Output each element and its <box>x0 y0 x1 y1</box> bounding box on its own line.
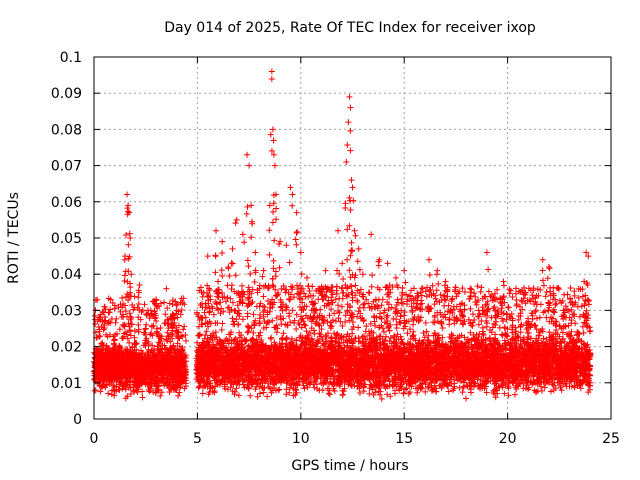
data-point <box>170 342 177 349</box>
data-point <box>144 355 151 362</box>
chart-title: Day 014 of 2025, Rate Of TEC Index for r… <box>164 20 536 36</box>
data-point <box>163 376 170 383</box>
data-point <box>143 312 150 319</box>
data-point <box>168 386 175 393</box>
data-point <box>127 390 134 397</box>
data-point <box>422 388 429 395</box>
data-point <box>134 362 141 369</box>
data-point <box>176 343 183 350</box>
data-point <box>161 382 168 389</box>
data-point <box>160 378 167 385</box>
data-point <box>157 325 164 332</box>
data-point <box>547 388 554 395</box>
data-point <box>264 393 271 400</box>
data-point <box>102 356 109 363</box>
data-point <box>155 386 162 393</box>
data-point <box>123 377 130 384</box>
data-point <box>138 350 145 357</box>
data-point <box>182 337 189 344</box>
data-point <box>149 342 156 349</box>
data-point <box>147 380 154 387</box>
data-point <box>459 389 466 396</box>
data-point <box>113 377 120 384</box>
data-point <box>203 328 210 335</box>
data-point <box>245 385 252 392</box>
data-point <box>161 299 168 306</box>
data-point <box>97 388 104 395</box>
data-point <box>124 393 131 400</box>
data-point <box>112 319 119 326</box>
data-point <box>142 381 149 388</box>
data-point <box>339 391 346 398</box>
data-point <box>122 386 129 393</box>
data-point <box>119 351 126 358</box>
data-point <box>105 319 112 326</box>
data-point <box>131 347 138 354</box>
data-point <box>145 387 152 394</box>
data-point <box>150 364 157 371</box>
data-point <box>181 323 188 330</box>
data-point <box>131 352 138 359</box>
data-point <box>218 326 225 333</box>
data-point <box>141 301 148 308</box>
data-point <box>199 390 206 397</box>
data-point <box>103 381 110 388</box>
data-point <box>173 302 180 309</box>
data-point <box>181 385 188 392</box>
data-point <box>156 354 163 361</box>
data-point <box>176 351 183 358</box>
data-point <box>467 386 474 393</box>
data-point <box>146 388 153 395</box>
data-point <box>283 391 290 398</box>
data-point <box>175 392 182 399</box>
data-point <box>176 361 183 368</box>
data-point <box>119 294 126 301</box>
data-point <box>157 392 164 399</box>
data-point <box>111 305 118 312</box>
data-point <box>106 309 113 316</box>
data-point <box>293 326 300 333</box>
data-point <box>139 394 146 401</box>
data-point <box>233 385 240 392</box>
data-point <box>511 391 518 398</box>
data-point <box>106 377 113 384</box>
data-point <box>116 326 123 333</box>
data-point <box>131 328 138 335</box>
data-point <box>126 339 133 346</box>
data-point <box>286 389 293 396</box>
data-point <box>116 386 123 393</box>
data-point <box>110 386 117 393</box>
data-point <box>139 388 146 395</box>
data-point <box>139 307 146 314</box>
data-point <box>158 389 165 396</box>
data-point <box>94 296 101 303</box>
data-point <box>175 354 182 361</box>
data-point <box>280 330 287 337</box>
data-points <box>91 68 594 402</box>
data-point <box>541 384 548 391</box>
data-point <box>127 384 134 391</box>
data-point <box>166 300 173 307</box>
data-point <box>366 390 373 397</box>
data-point <box>96 366 103 373</box>
data-point <box>247 392 254 399</box>
data-point <box>153 379 160 386</box>
data-point <box>130 387 137 394</box>
data-point <box>135 294 142 301</box>
data-point <box>129 343 136 350</box>
data-point <box>414 389 421 396</box>
data-point <box>135 300 142 307</box>
data-point <box>123 352 130 359</box>
data-point <box>91 387 98 394</box>
data-point <box>163 375 170 382</box>
data-point <box>180 326 187 333</box>
data-point <box>420 329 427 336</box>
